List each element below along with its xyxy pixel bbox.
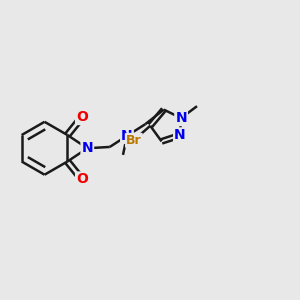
- Text: N: N: [82, 141, 93, 155]
- Text: O: O: [76, 172, 88, 187]
- Text: N: N: [174, 128, 186, 142]
- Text: Br: Br: [126, 134, 142, 147]
- Text: O: O: [76, 110, 88, 124]
- Text: N: N: [175, 111, 187, 125]
- Text: N: N: [121, 129, 133, 143]
